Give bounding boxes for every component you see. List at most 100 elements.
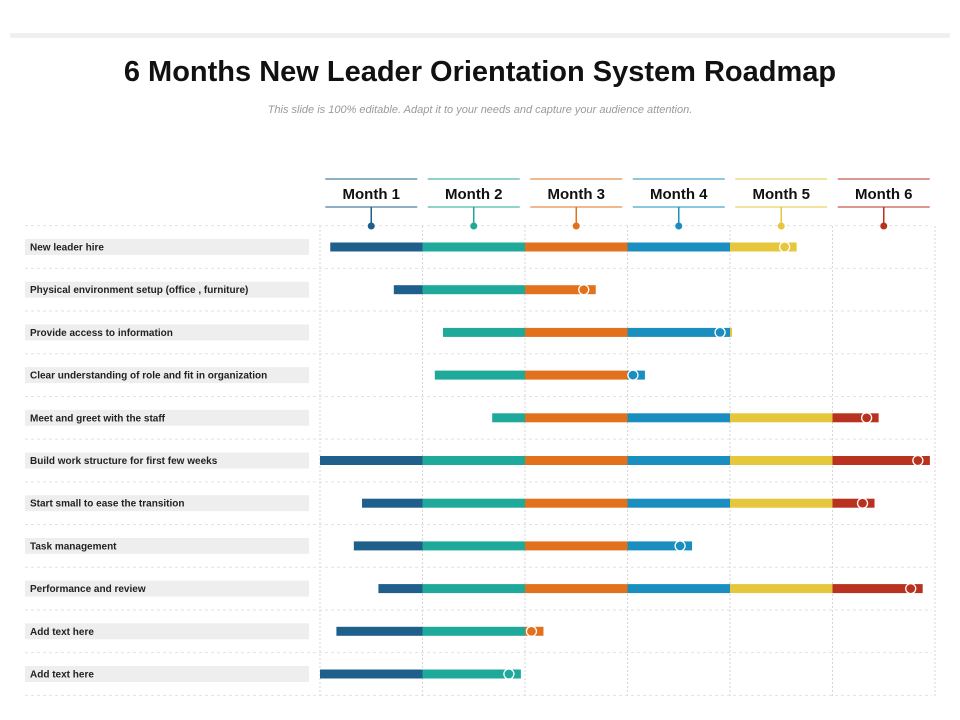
task-bar-segment: [730, 242, 797, 252]
task-row: Add text here: [25, 666, 521, 682]
task-bar-segment: [422, 285, 525, 295]
task-label-background: [25, 623, 309, 640]
month-header-dot: [777, 222, 785, 230]
month-header-dot: [572, 222, 580, 230]
task-bar-segment: [525, 498, 628, 508]
task-bar-segment: [525, 626, 544, 636]
task-bar-segment: [443, 327, 525, 337]
task-bar-segment: [422, 456, 525, 465]
task-bar-segment: [525, 285, 596, 295]
task-bar-segment: [832, 584, 923, 594]
task-label-background: [25, 495, 309, 512]
task-label: Task management: [30, 541, 117, 552]
task-end-marker: [525, 625, 538, 637]
month-header-5: Month 5: [735, 178, 828, 230]
task-end-marker: [503, 668, 515, 680]
task-bar-segment: [525, 327, 628, 337]
task-bar-segment: [422, 584, 525, 594]
task-end-marker: [714, 326, 726, 339]
task-bar-segment: [627, 541, 693, 551]
task-bar-segment: [627, 327, 730, 337]
task-bar-segment: [730, 413, 833, 423]
task-end-marker: [856, 497, 869, 509]
task-bar-segment: [492, 413, 525, 423]
task-label: Clear understanding of role and fit in o…: [30, 371, 267, 382]
task-bar-segment: [730, 584, 833, 594]
task-bar-segment: [627, 242, 730, 252]
task-row: Provide access to information: [25, 324, 733, 341]
task-label-background: [25, 281, 309, 298]
month-header-6: Month 6: [837, 178, 930, 230]
month-header-dot: [367, 222, 375, 230]
task-bar-segment: [422, 669, 521, 679]
task-bar-segment: [422, 498, 525, 508]
task-bar-segment: [525, 413, 628, 423]
task-label-background: [25, 239, 309, 255]
month-header-label: Month 3: [548, 186, 606, 203]
task-label-background: [25, 666, 309, 682]
task-bar-segment: [730, 456, 833, 465]
task-label: Physical environment setup (office , fur…: [30, 285, 248, 296]
task-bar-segment: [378, 584, 423, 594]
task-bar-segment: [832, 413, 879, 423]
task-row: Meet and greet with the staff: [25, 409, 879, 426]
month-header-dot: [880, 222, 888, 230]
month-header-label: Month 4: [650, 186, 708, 203]
task-label-background: [25, 324, 309, 341]
task-end-marker: [860, 412, 873, 424]
month-header-1: Month 1: [325, 178, 418, 230]
task-end-marker: [627, 369, 639, 381]
task-row: Start small to ease the transition: [25, 495, 875, 512]
task-row: New leader hire: [25, 239, 797, 255]
task-bar-segment: [330, 242, 423, 252]
task-label: Performance and review: [30, 584, 146, 595]
task-label: Provide access to information: [30, 328, 173, 339]
task-label: New leader hire: [30, 243, 104, 254]
task-label-background: [25, 580, 309, 597]
task-label: Add text here: [30, 670, 94, 681]
month-header-label: Month 2: [445, 186, 503, 203]
task-bar-segment: [525, 584, 628, 594]
task-label-background: [25, 452, 309, 469]
task-label: Start small to ease the transition: [30, 499, 185, 510]
task-label-background: [25, 367, 309, 384]
task-end-marker: [674, 540, 686, 552]
task-bar-segment: [422, 541, 525, 551]
task-bar-segment: [730, 498, 833, 508]
task-bar-segment: [627, 498, 730, 508]
month-header-label: Month 5: [753, 186, 811, 203]
task-bar-segment: [627, 456, 730, 465]
task-bar-segment: [320, 456, 423, 465]
task-bar-segment: [627, 584, 730, 594]
task-bar-segment: [832, 456, 930, 465]
task-label-background: [25, 409, 309, 426]
top-divider-bar: [10, 33, 950, 38]
task-label-background: [25, 537, 309, 554]
task-bar-segment: [434, 370, 525, 380]
month-header-4: Month 4: [632, 178, 725, 230]
task-bar-segment: [627, 413, 730, 423]
month-header-3: Month 3: [530, 178, 623, 230]
task-end-marker: [778, 241, 791, 253]
month-header-2: Month 2: [427, 178, 520, 230]
task-bar-segment: [422, 242, 525, 252]
task-bar-segment: [320, 669, 423, 679]
task-bar-segment: [832, 498, 875, 508]
month-header-dot: [675, 222, 683, 230]
task-row: Add text here: [25, 623, 544, 640]
page-subtitle: This slide is 100% editable. Adapt it to…: [267, 104, 693, 116]
task-bar-segment: [525, 456, 628, 465]
task-label: Build work structure for first few weeks: [30, 456, 218, 467]
task-bar-segment: [393, 285, 423, 295]
month-header-label: Month 6: [855, 186, 913, 203]
task-bar-segment: [336, 626, 423, 636]
task-bar-segment: [353, 541, 423, 551]
task-bar-segment: [525, 242, 628, 252]
task-row: Physical environment setup (office , fur…: [25, 281, 596, 298]
task-bar-segment: [362, 498, 423, 508]
month-header-label: Month 1: [343, 186, 401, 203]
task-end-marker: [578, 284, 590, 296]
task-row: Build work structure for first few weeks: [25, 452, 930, 469]
month-header-dot: [470, 222, 478, 230]
task-row: Task management: [25, 537, 693, 554]
